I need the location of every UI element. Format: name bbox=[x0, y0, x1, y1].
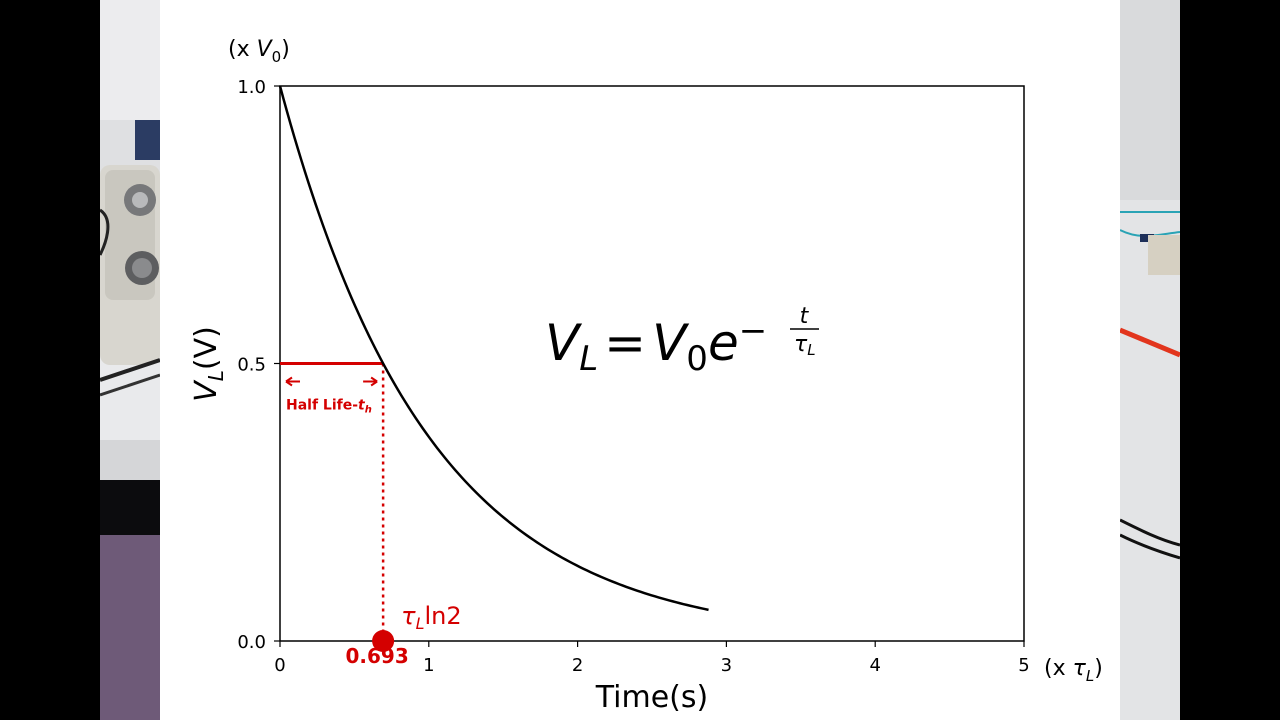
decay-chart: (x V0) (x τL) VL(V) Time(s) VL = V0e− t τL… bbox=[189, 37, 1103, 715]
background-photo-right bbox=[1120, 0, 1180, 720]
y-tick-label: 0.0 bbox=[237, 632, 266, 653]
chart-panel: (x V0) (x τL) VL(V) Time(s) VL = V0e− t τL… bbox=[160, 0, 1120, 720]
x-tick-label: 3 bbox=[721, 655, 732, 676]
tau-ln2-label: τLln2 bbox=[401, 602, 462, 633]
y-axis-label: VL(V) bbox=[189, 326, 228, 402]
half-life-marker bbox=[372, 630, 395, 652]
equation-exponent-denominator: τL bbox=[794, 332, 816, 359]
y-tick-label: 0.5 bbox=[237, 355, 266, 376]
x-tick-label: 0 bbox=[274, 655, 285, 676]
y-tick-label: 1.0 bbox=[237, 77, 266, 98]
background-photo-left bbox=[100, 0, 160, 720]
lab-equipment-photo-right bbox=[1120, 0, 1180, 720]
x-axis-label: Time(s) bbox=[595, 680, 708, 715]
x-tick-label: 1 bbox=[423, 655, 434, 676]
x-tick-label: 4 bbox=[869, 655, 880, 676]
right-arrow-head-icon bbox=[370, 376, 378, 387]
equation-label: VL = V0e− bbox=[545, 311, 767, 379]
decay-curve-line bbox=[278, 85, 709, 612]
half-life-value-label: 0.693 bbox=[345, 644, 408, 668]
x-tick-label: 5 bbox=[1018, 655, 1029, 676]
y-unit-label: (x V0) bbox=[228, 37, 290, 66]
half-life-label: Half Life-th bbox=[286, 398, 372, 416]
x-unit-label: (x τL) bbox=[1044, 656, 1103, 685]
lab-equipment-photo-left bbox=[100, 0, 160, 720]
left-arrow-head-icon bbox=[285, 376, 293, 387]
x-tick-label: 2 bbox=[572, 655, 583, 676]
equation-exponent-numerator: t bbox=[800, 304, 810, 329]
